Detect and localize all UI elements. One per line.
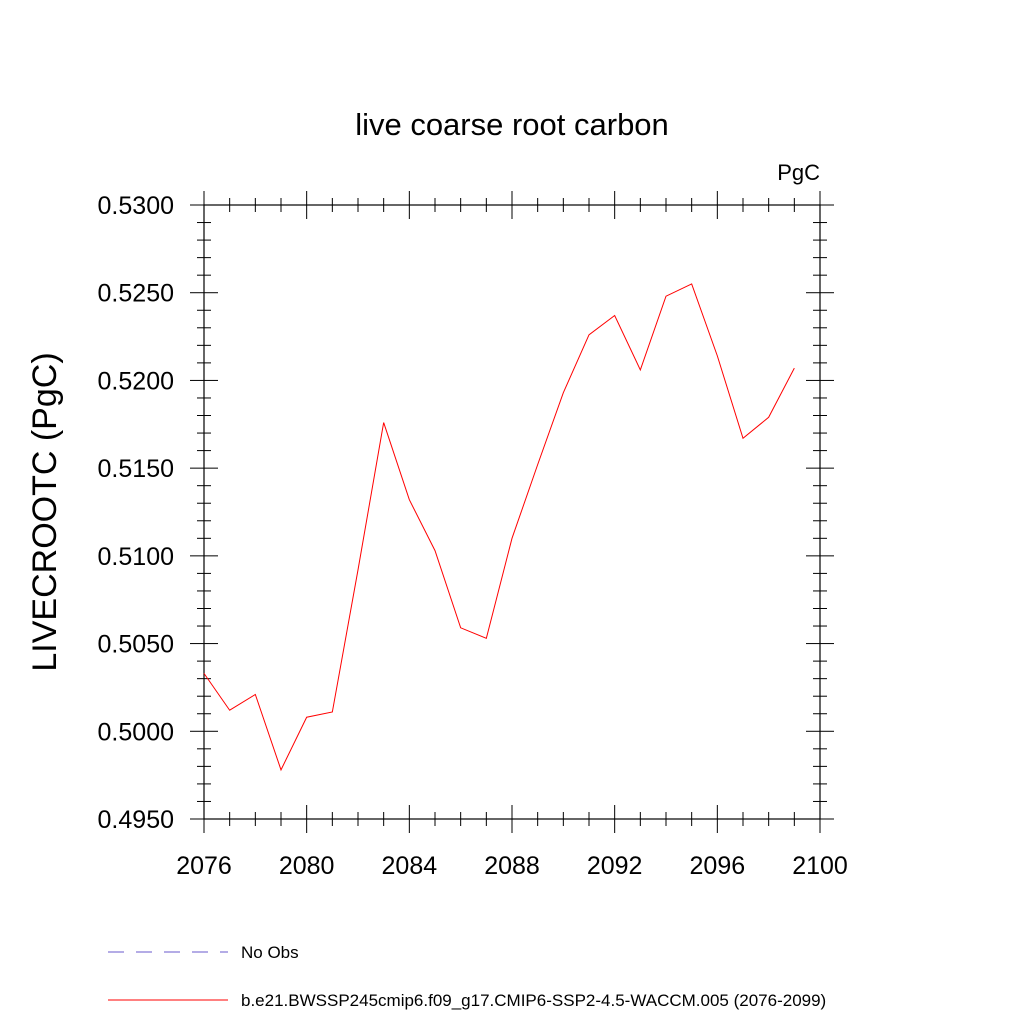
legend-label: No Obs <box>241 943 299 962</box>
y-tick-label: 0.5000 <box>98 718 174 746</box>
y-axis-label: LIVECROOTC (PgC) <box>26 352 64 671</box>
y-tick-label: 0.5200 <box>98 367 174 395</box>
y-tick-label: 0.5050 <box>98 631 174 659</box>
series-line <box>203 283 795 772</box>
x-tick-label: 2080 <box>279 852 335 880</box>
legend-label: b.e21.BWSSP245cmip6.f09_g17.CMIP6-SSP2-4… <box>241 991 826 1010</box>
legend: No Obs b.e21.BWSSP245cmip6.f09_g17.CMIP6-… <box>108 943 826 1010</box>
y-tick-label: 0.5250 <box>98 280 174 308</box>
x-tick-label: 2100 <box>792 852 848 880</box>
y-tick-label: 0.5150 <box>98 455 174 483</box>
y-tick-label: 0.5100 <box>98 543 174 571</box>
tick-labels: 2076 2080 2084 2088 2092 2096 2100 0.4950 0.5000… <box>98 192 848 880</box>
x-tick-label: 2088 <box>484 852 540 880</box>
y-tick-label: 0.5300 <box>98 192 174 220</box>
x-tick-label: 2092 <box>587 852 643 880</box>
units-label: PgC <box>777 160 820 185</box>
plot-frame <box>203 204 821 820</box>
x-tick-label: 2076 <box>176 852 232 880</box>
chart-title: live coarse root carbon <box>355 107 669 142</box>
y-tick-label: 0.4950 <box>98 806 174 834</box>
x-tick-label: 2084 <box>382 852 438 880</box>
x-tick-label: 2096 <box>690 852 746 880</box>
series-lines <box>203 283 795 772</box>
axis-ticks <box>190 191 834 833</box>
